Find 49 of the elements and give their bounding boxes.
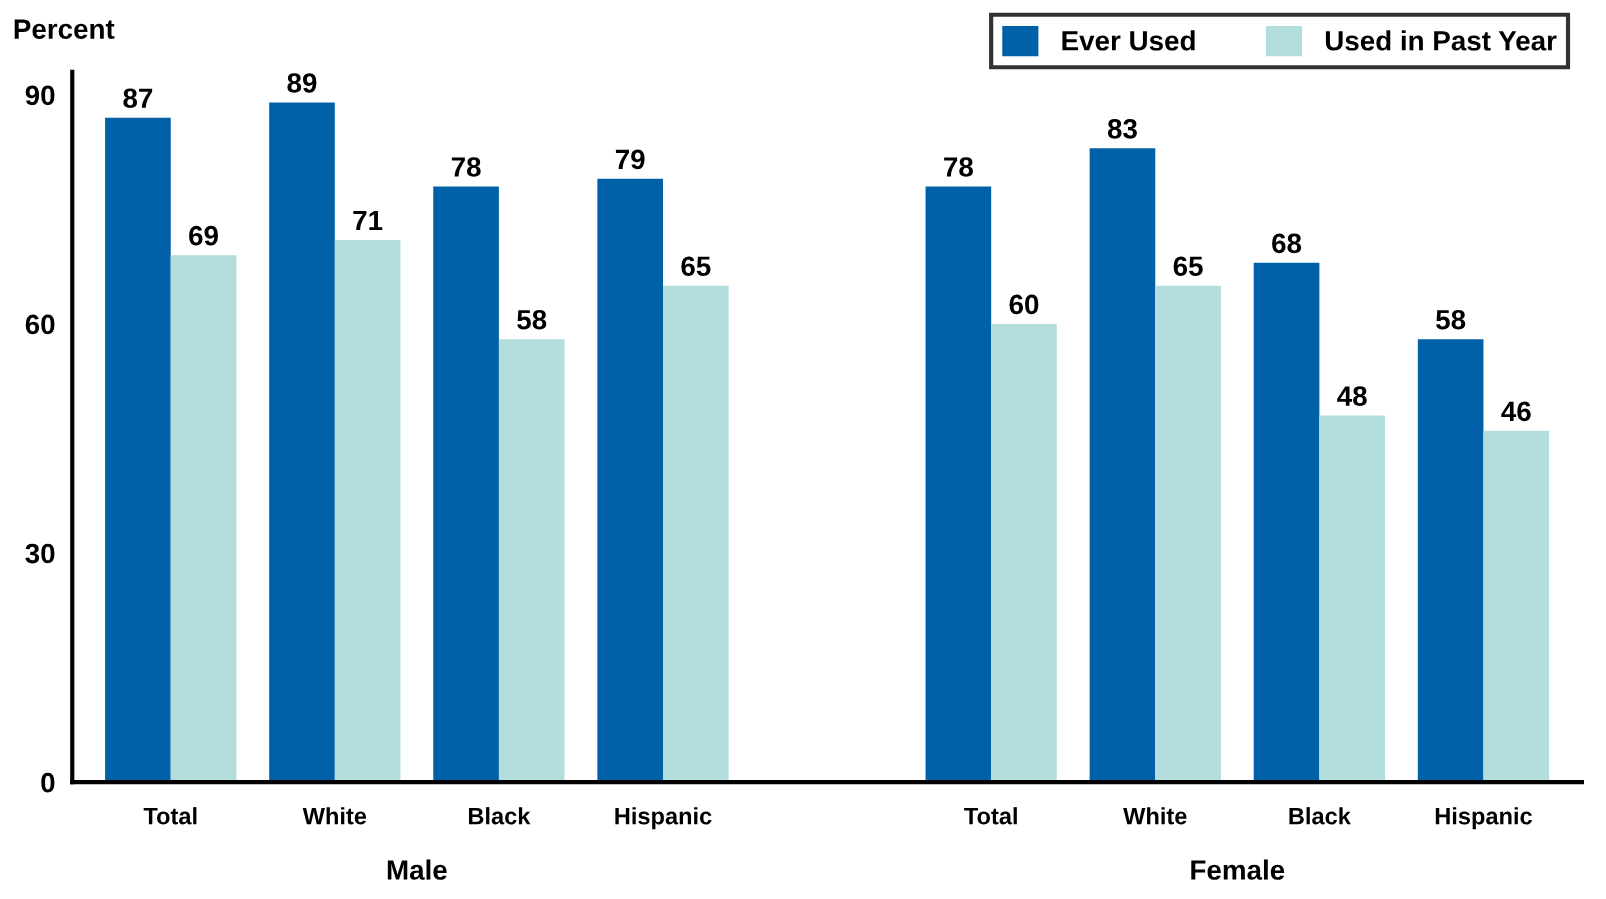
- x-tick-label: Total: [143, 807, 197, 825]
- data-label: 87: [123, 88, 153, 109]
- bar: [663, 285, 729, 783]
- legend-label: Used in Past Year: [1325, 30, 1557, 51]
- data-label: 78: [944, 157, 973, 177]
- bar: [1253, 262, 1320, 783]
- x-tick-label: Total: [964, 807, 1017, 825]
- legend-label: Ever Used: [1062, 30, 1195, 51]
- data-label: 69: [189, 225, 218, 246]
- y-tick-label: 30: [25, 543, 55, 564]
- x-tick-label: Black: [468, 807, 531, 825]
- y-axis-title: Percent: [14, 19, 115, 39]
- bar: [1089, 148, 1156, 783]
- x-tick-label: Hispanic: [615, 807, 712, 830]
- y-tick-label: 90: [25, 85, 55, 106]
- bar: [925, 186, 992, 783]
- bar: [1417, 339, 1484, 783]
- data-label: 68: [1272, 233, 1302, 254]
- bar: [597, 178, 663, 783]
- bar: [498, 339, 565, 783]
- data-label: 79: [615, 149, 645, 170]
- data-label: 46: [1501, 401, 1531, 422]
- x-tick-label: Black: [1289, 807, 1351, 825]
- bar: [1155, 285, 1221, 783]
- text: Female: [1191, 859, 1285, 880]
- bar: [269, 102, 335, 783]
- data-label: 58: [1436, 309, 1466, 330]
- data-label: 71: [353, 210, 383, 230]
- bar: [433, 186, 499, 783]
- bar: [334, 239, 401, 783]
- y-tick-label: 60: [25, 314, 55, 335]
- data-label: 78: [451, 157, 481, 177]
- data-label: 58: [517, 309, 547, 330]
- bar: [105, 117, 171, 783]
- x-tick-label: White: [1123, 807, 1187, 825]
- text: Male: [387, 859, 447, 880]
- data-label: 48: [1337, 386, 1367, 406]
- data-label: 60: [1009, 294, 1039, 315]
- data-label: 65: [681, 256, 711, 277]
- bar: [1483, 430, 1550, 783]
- bar: [170, 255, 237, 783]
- x-tick-label: Hispanic: [1435, 807, 1532, 830]
- x-tick-label: White: [302, 807, 367, 825]
- data-label: 65: [1173, 256, 1203, 277]
- bar: [1319, 415, 1385, 783]
- bar: [991, 323, 1057, 783]
- y-tick-label: 0: [41, 772, 55, 793]
- data-label: 83: [1107, 118, 1137, 139]
- data-label: 89: [287, 73, 317, 93]
